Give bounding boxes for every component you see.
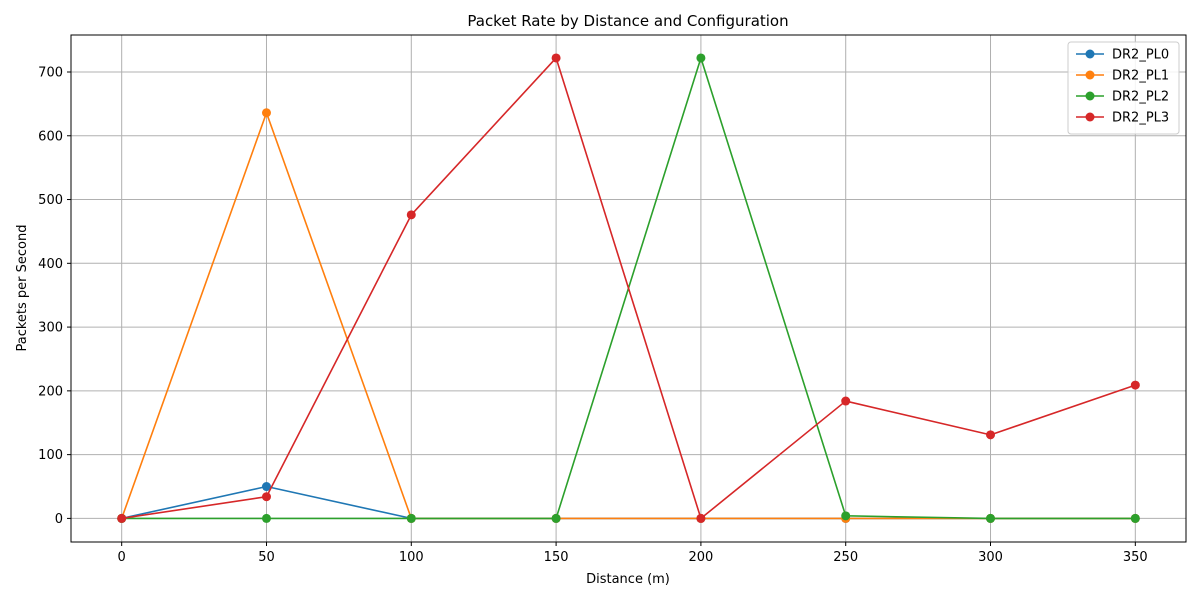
y-tick-label: 100 [38, 448, 63, 463]
data-point [261, 492, 271, 502]
series-line [121, 57, 1136, 520]
legend-box [1067, 41, 1180, 135]
x-tick-label: 50 [258, 550, 275, 565]
y-tick-label: 600 [38, 129, 63, 144]
x-tick-label: 200 [688, 550, 713, 565]
data-point [986, 513, 996, 523]
data-point [406, 513, 416, 523]
y-tick-label: 0 [55, 512, 63, 527]
y-tick-label: 300 [38, 321, 63, 336]
data-point [551, 53, 561, 63]
plot-frame [70, 34, 1187, 543]
x-axis-ticks: 0 50 100 150 200 250 300 350 [118, 542, 1148, 565]
y-tick-label: 500 [38, 193, 63, 208]
legend-label: DR2_PL1 [1112, 69, 1169, 84]
legend-entry: DR2_PL3 [1076, 111, 1169, 126]
series-lines [117, 53, 1140, 523]
data-point [261, 513, 271, 523]
data-point [117, 513, 127, 523]
chart-title: Packet Rate by Distance and Configuratio… [467, 12, 788, 30]
legend-marker [1085, 70, 1095, 80]
legend-entry: DR2_PL2 [1076, 90, 1169, 105]
legend-entry: DR2_PL0 [1076, 48, 1169, 63]
series-dr2_pl3 [117, 53, 1140, 523]
legend: DR2_PL0 DR2_PL1 DR2_PL2 DR2_PL3 [1067, 41, 1180, 135]
data-point [841, 511, 851, 521]
data-point [841, 396, 851, 406]
legend-marker [1085, 91, 1095, 101]
legend-label: DR2_PL0 [1112, 48, 1169, 63]
legend-entry: DR2_PL1 [1076, 69, 1169, 84]
x-axis-label: Distance (m) [586, 572, 670, 587]
data-point [696, 53, 706, 63]
legend-label: DR2_PL2 [1112, 90, 1169, 105]
y-tick-label: 200 [38, 384, 63, 399]
x-tick-label: 100 [399, 550, 424, 565]
y-tick-label: 700 [38, 65, 63, 80]
data-point [1130, 513, 1140, 523]
y-tick-label: 400 [38, 257, 63, 272]
x-tick-label: 150 [544, 550, 569, 565]
x-tick-label: 300 [978, 550, 1003, 565]
data-point [406, 210, 416, 220]
data-point [551, 513, 561, 523]
data-point [261, 108, 271, 118]
data-point [1130, 380, 1140, 390]
legend-label: DR2_PL3 [1112, 111, 1169, 126]
data-point [696, 513, 706, 523]
legend-marker [1085, 49, 1095, 59]
y-axis-label: Packets per Second [15, 224, 30, 351]
data-point [986, 430, 996, 440]
x-tick-label: 250 [833, 550, 858, 565]
legend-marker [1085, 112, 1095, 122]
y-axis-ticks: 0 100 200 300 400 500 600 700 [38, 65, 71, 527]
x-tick-label: 350 [1123, 550, 1148, 565]
x-tick-label: 0 [118, 550, 126, 565]
data-point [261, 482, 271, 492]
